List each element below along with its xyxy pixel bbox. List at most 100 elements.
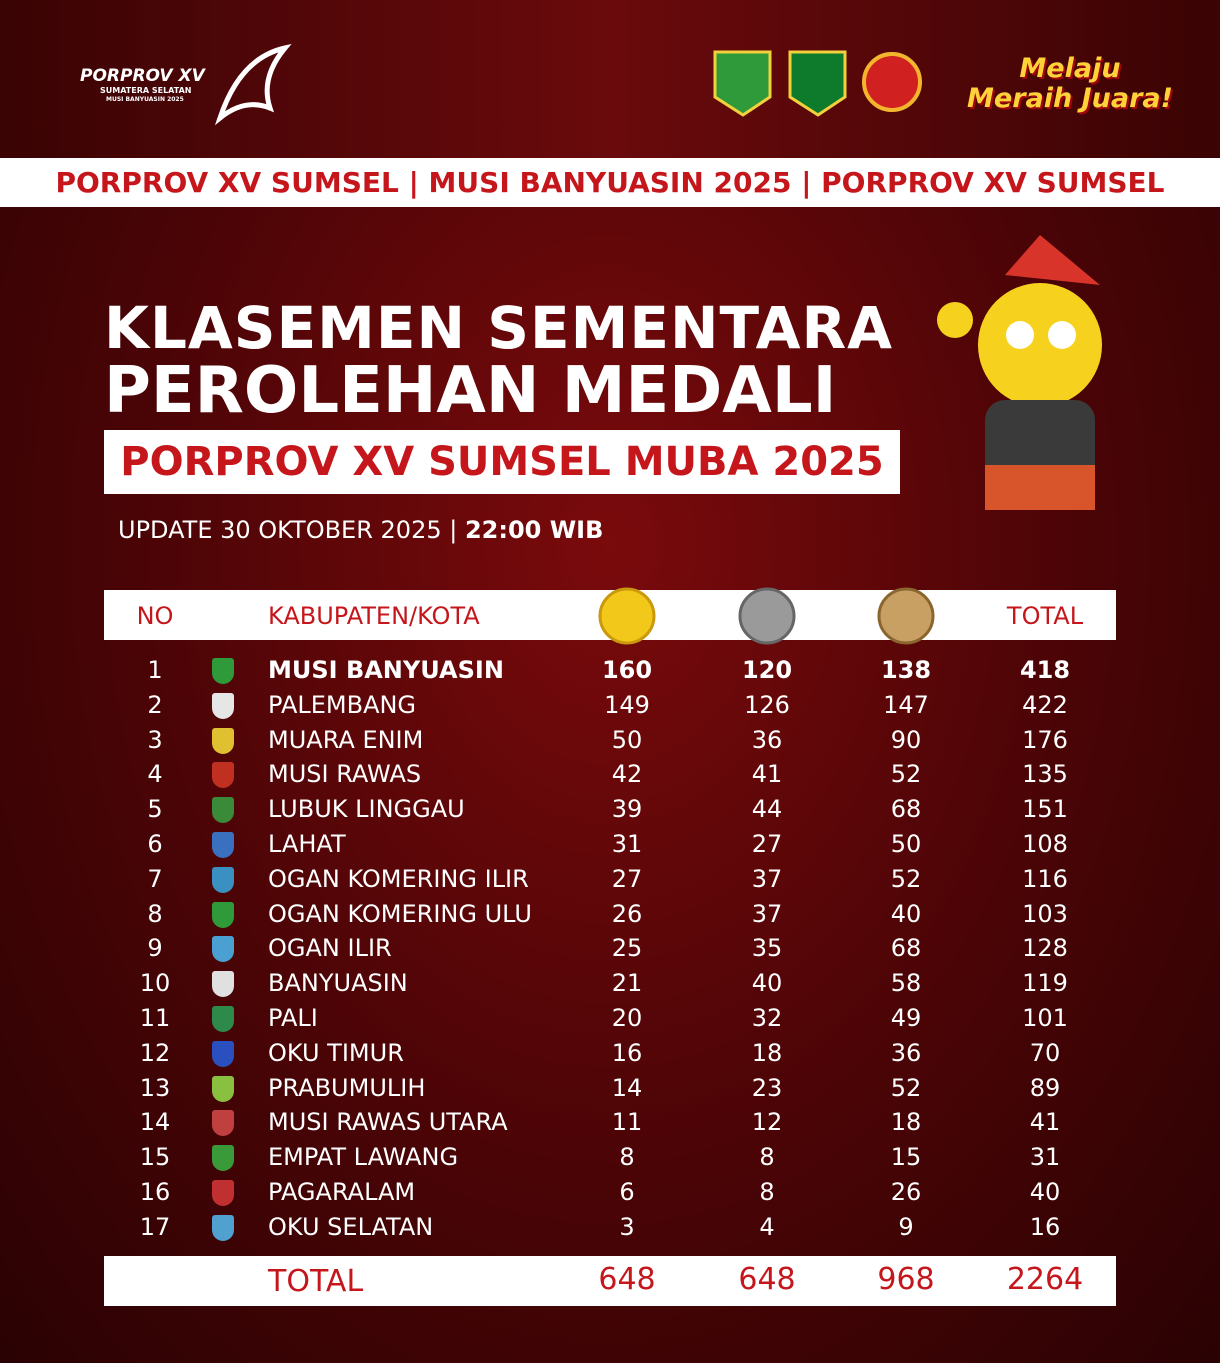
rank: 12 — [139, 1038, 171, 1067]
rank: 16 — [139, 1178, 171, 1206]
medal-count: 41 — [751, 760, 783, 789]
medal-count: 11 — [611, 1108, 643, 1137]
rank: 9 — [147, 934, 163, 963]
medal-count: 31 — [611, 830, 643, 858]
region-emblem — [212, 866, 234, 893]
title-line: PEROLEHAN MEDALI — [104, 354, 837, 428]
medal-count: 101 — [1022, 1004, 1068, 1032]
medal-count: 36 — [751, 725, 783, 754]
medal-count: 16 — [611, 1038, 643, 1067]
medal-count: 42 — [611, 760, 643, 789]
logo-runner — [214, 43, 292, 126]
medal-count: 422 — [1022, 690, 1068, 719]
rank: 8 — [147, 899, 163, 928]
rank: 5 — [147, 795, 163, 824]
medal-count: 31 — [1029, 1143, 1061, 1172]
medal-count: 103 — [1022, 899, 1068, 928]
region-emblem — [212, 1075, 234, 1102]
region-name: LAHAT — [268, 830, 346, 858]
rank: 13 — [139, 1073, 171, 1102]
medal-count: 41 — [1029, 1108, 1061, 1137]
rank: 3 — [147, 725, 163, 754]
total-count: 2264 — [1006, 1262, 1084, 1297]
medal-count: 138 — [880, 656, 932, 684]
medal-count: 418 — [1019, 656, 1071, 684]
total-count: 648 — [738, 1262, 796, 1297]
emblems — [713, 50, 922, 117]
medal-count: 32 — [751, 1004, 783, 1032]
region-name: OGAN KOMERING ULU — [268, 899, 532, 928]
medal-count: 149 — [604, 690, 650, 719]
medal-count: 14 — [611, 1073, 643, 1102]
medal-count: 119 — [1022, 969, 1068, 998]
region-name: PALEMBANG — [268, 690, 417, 719]
title-line: KLASEMEN SEMENTARA — [104, 294, 894, 362]
medal-count: 16 — [1029, 1212, 1061, 1241]
region-name: MUARA ENIM — [268, 725, 424, 754]
medal-count: 12 — [751, 1108, 783, 1137]
region-emblem — [212, 1006, 234, 1032]
medal-count: 49 — [890, 1004, 922, 1032]
banner: PORPROV XV SUMSEL | MUSI BANYUASIN 2025 … — [0, 158, 1220, 207]
medal-count: 126 — [744, 690, 790, 719]
slogan-line: Meraih Juara! — [967, 83, 1173, 114]
medal-count: 135 — [1022, 760, 1068, 789]
region-emblem — [212, 901, 234, 928]
mascot — [937, 235, 1102, 510]
update-time: 22:00 WIB — [464, 516, 604, 544]
medal-count: 27 — [611, 864, 643, 893]
region-emblem — [212, 1040, 234, 1067]
medal-count: 128 — [1022, 934, 1068, 963]
rank: 14 — [139, 1108, 171, 1137]
medal-count: 37 — [751, 864, 783, 893]
medal-icons — [598, 587, 935, 645]
medal-count: 50 — [611, 725, 643, 754]
medal-count: 52 — [890, 1073, 922, 1102]
medal-count: 116 — [1022, 864, 1068, 893]
medal-count: 36 — [890, 1038, 922, 1067]
region-name: MUSI BANYUASIN — [268, 656, 504, 684]
medal-count: 20 — [611, 1004, 643, 1032]
medal-count: 25 — [611, 934, 643, 963]
medal-count: 23 — [751, 1073, 783, 1102]
logo-sub: MUSI BANYUASIN 2025 — [106, 96, 184, 103]
region-name: PAGARALAM — [268, 1178, 416, 1206]
medal-count: 27 — [751, 830, 783, 858]
medal-count: 37 — [751, 899, 783, 928]
medal-count: 8 — [759, 1143, 775, 1172]
total-count: 648 — [598, 1262, 656, 1297]
region-name: OKU SELATAN — [268, 1212, 434, 1241]
total-bar — [104, 1256, 1116, 1306]
medal-count: 40 — [751, 969, 783, 998]
region-name: MUSI RAWAS — [268, 760, 422, 789]
medal-count: 52 — [890, 864, 922, 893]
region-emblem — [212, 971, 234, 998]
region-emblem — [212, 936, 234, 963]
medal-count: 26 — [890, 1178, 922, 1206]
medal-count: 58 — [890, 969, 922, 998]
region-emblem — [212, 1214, 234, 1241]
slogan-line: Melaju — [1019, 53, 1121, 84]
medal-count: 35 — [751, 934, 783, 963]
rank: 4 — [147, 760, 163, 789]
medal-count: 151 — [1022, 795, 1068, 824]
rank: 2 — [147, 690, 163, 719]
medal-count: 108 — [1022, 830, 1068, 858]
medal-count: 3 — [619, 1212, 635, 1241]
update: UPDATE 30 OKTOBER 2025 | 22:00 WIB — [118, 516, 604, 544]
update-date: UPDATE 30 OKTOBER 2025 — [118, 516, 442, 544]
medal-count: 21 — [611, 969, 643, 998]
medal-count: 147 — [883, 690, 929, 719]
medal-count: 8 — [759, 1178, 775, 1206]
region-name: OGAN KOMERING ILIR — [268, 864, 529, 893]
subtitle: PORPROV XV SUMSEL MUBA 2025 — [104, 430, 900, 494]
medal-count: 39 — [611, 795, 643, 824]
rank: 17 — [139, 1212, 171, 1241]
region-name: PALI — [268, 1004, 318, 1032]
column-header: NO — [136, 602, 174, 630]
medal-count: 120 — [741, 656, 793, 684]
region-emblem — [212, 1180, 234, 1206]
region-name: PRABUMULIH — [268, 1073, 426, 1102]
medal-count: 15 — [890, 1143, 922, 1172]
